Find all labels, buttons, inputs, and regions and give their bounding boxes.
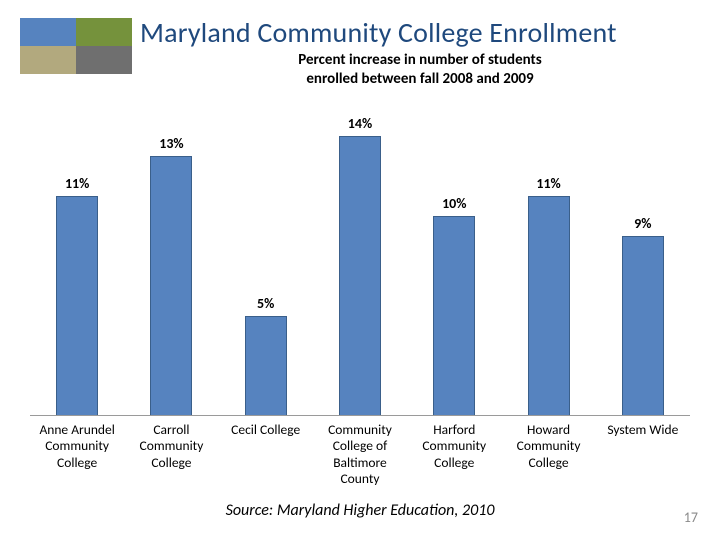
logo-cell-2	[20, 46, 76, 74]
bar-value-label: 9%	[634, 215, 651, 232]
logo-cell-3	[76, 46, 132, 74]
subtitle-line1: Percent increase in number of students	[298, 51, 542, 69]
x-axis-label: HowardCommunityCollege	[501, 422, 595, 487]
bar	[56, 196, 98, 416]
bar-value-label: 11%	[65, 175, 89, 192]
bar-value-label: 14%	[348, 115, 372, 132]
page-number: 17	[684, 509, 698, 526]
bars-row: 11% 13% 5% 14% 10% 11% 9%	[30, 106, 690, 416]
bar	[528, 196, 570, 416]
bar-value-label: 5%	[257, 295, 274, 312]
bar-slot: 11%	[30, 106, 124, 416]
x-axis-label: HarfordCommunityCollege	[407, 422, 501, 487]
x-axis-labels: Anne ArundelCommunityCollegeCarrollCommu…	[30, 422, 690, 487]
x-axis-label: CarrollCommunityCollege	[124, 422, 218, 487]
bar-value-label: 11%	[536, 175, 560, 192]
subtitle-line2: enrolled between fall 2008 and 2009	[306, 70, 533, 88]
bar	[245, 316, 287, 416]
bar-slot: 10%	[407, 106, 501, 416]
bar	[339, 136, 381, 416]
source-citation: Source: Maryland Higher Education, 2010	[0, 501, 720, 520]
bar-value-label: 10%	[442, 195, 466, 212]
bar-slot: 9%	[596, 106, 690, 416]
bar-chart: 11% 13% 5% 14% 10% 11% 9%	[30, 106, 690, 416]
chart-subtitle: Percent increase in number of students e…	[140, 51, 700, 89]
title-block: Maryland Community College Enrollment Pe…	[140, 18, 700, 88]
bar	[622, 236, 664, 416]
logo-cell-1	[76, 18, 132, 46]
chart-baseline	[30, 415, 690, 416]
bar-slot: 11%	[501, 106, 595, 416]
bar	[433, 216, 475, 416]
bar-slot: 5%	[219, 106, 313, 416]
x-axis-label: Anne ArundelCommunityCollege	[30, 422, 124, 487]
x-axis-label: CommunityCollege ofBaltimoreCounty	[313, 422, 407, 487]
bar	[150, 156, 192, 416]
bar-slot: 13%	[124, 106, 218, 416]
header: Maryland Community College Enrollment Pe…	[0, 0, 720, 88]
page-title: Maryland Community College Enrollment	[140, 18, 700, 49]
bar-slot: 14%	[313, 106, 407, 416]
logo-grid-icon	[20, 18, 132, 74]
bar-value-label: 13%	[159, 135, 183, 152]
x-axis-label: Cecil College	[219, 422, 313, 487]
x-axis-label: System Wide	[596, 422, 690, 487]
logo-cell-0	[20, 18, 76, 46]
